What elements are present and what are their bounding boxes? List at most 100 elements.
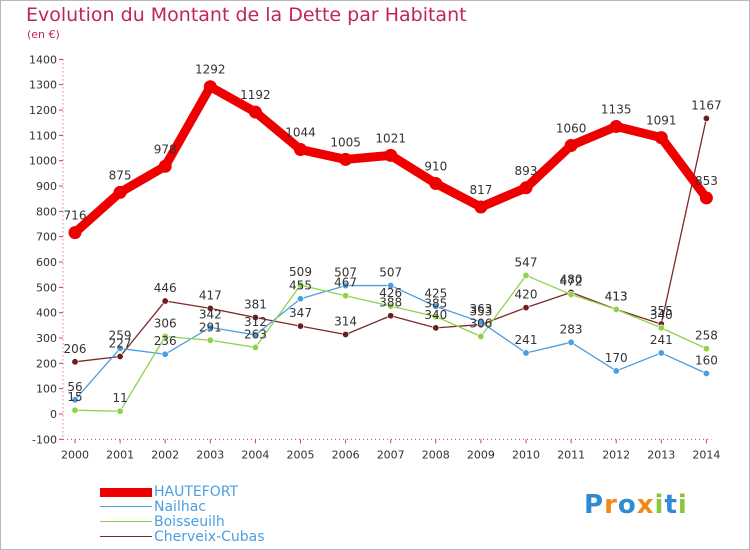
data-point-hautefort — [564, 139, 578, 153]
data-point-boisseuilh — [342, 292, 350, 300]
series-layer — [68, 80, 713, 415]
legend-item-hautefort: HAUTEFORT — [100, 484, 300, 500]
data-label: 817 — [469, 183, 492, 197]
data-label: 893 — [515, 164, 538, 178]
data-point-hautefort — [519, 181, 533, 195]
data-label: 206 — [64, 342, 87, 356]
data-point-cherveix-cubas — [342, 330, 350, 338]
data-point-cherveix-cubas — [116, 353, 124, 361]
data-label: 258 — [695, 329, 718, 343]
data-label: 910 — [424, 159, 447, 173]
logo-letter: o — [617, 490, 637, 520]
data-label: 381 — [244, 297, 267, 311]
data-point-hautefort — [68, 226, 82, 240]
data-point-hautefort — [384, 148, 398, 162]
unit-label: (en €) — [27, 28, 60, 41]
y-tick-label: 200 — [36, 357, 57, 370]
data-label: 241 — [515, 333, 538, 347]
data-label: 446 — [154, 281, 177, 295]
y-tick-label: 800 — [36, 205, 57, 218]
data-point-hautefort — [699, 191, 713, 205]
data-label: 472 — [560, 274, 583, 288]
data-point-boisseuilh — [206, 336, 214, 344]
data-point-nailhac — [477, 318, 485, 326]
data-label: 340 — [650, 308, 673, 322]
data-point-nailhac — [657, 349, 665, 357]
data-label: 507 — [379, 266, 402, 280]
data-point-boisseuilh — [522, 271, 530, 279]
data-label: 413 — [605, 289, 628, 303]
data-label: 283 — [560, 322, 583, 336]
x-tick-label: 2000 — [61, 448, 89, 461]
data-label: 1091 — [646, 114, 677, 128]
data-point-hautefort — [294, 143, 307, 157]
data-label: 509 — [289, 265, 312, 279]
data-label: 875 — [109, 168, 132, 182]
legend-swatch-cherveix-cubas — [100, 536, 152, 537]
data-label: 241 — [650, 333, 673, 347]
logo-letter: i — [677, 490, 688, 520]
x-tick-label: 2005 — [287, 448, 315, 461]
data-label: 426 — [379, 286, 402, 300]
y-tick-label: -100 — [32, 433, 57, 446]
legend-label-hautefort: HAUTEFORT — [154, 484, 239, 500]
data-point-boisseuilh — [387, 302, 395, 310]
y-tick-label: 0 — [50, 408, 57, 421]
data-label: 306 — [154, 316, 177, 330]
data-point-boisseuilh — [296, 281, 304, 289]
data-point-nailhac — [612, 367, 620, 375]
data-label: 480 — [560, 272, 583, 286]
y-tick-label: 1200 — [29, 104, 57, 117]
data-point-boisseuilh — [251, 343, 259, 351]
y-tick-label: 900 — [36, 180, 57, 193]
data-point-hautefort — [203, 80, 217, 94]
data-label: 355 — [650, 304, 673, 318]
y-tick-label: 400 — [36, 307, 57, 320]
legend-label-nailhac: Nailhac — [154, 499, 206, 515]
data-point-hautefort — [339, 152, 353, 166]
data-label: 347 — [289, 306, 312, 320]
x-tick-label: 2002 — [151, 448, 179, 461]
data-label: 425 — [424, 286, 447, 300]
data-label: 388 — [379, 296, 402, 310]
chart-title: Evolution du Montant de la Dette par Hab… — [26, 4, 467, 26]
legend-swatch-boisseuilh — [100, 521, 152, 522]
x-tick-label: 2010 — [512, 448, 540, 461]
data-label: 1060 — [556, 122, 587, 136]
data-label: 227 — [109, 337, 132, 351]
data-point-hautefort — [474, 200, 488, 214]
legend-swatch-nailhac — [100, 506, 152, 507]
proxiti-logo: Proxiti — [584, 490, 688, 520]
data-point-nailhac — [702, 369, 710, 377]
data-point-cherveix-cubas — [702, 114, 710, 122]
data-label: 363 — [469, 302, 492, 316]
data-label: 306 — [469, 316, 492, 330]
data-label: 417 — [199, 288, 222, 302]
x-tick-label: 2003 — [196, 448, 224, 461]
legend-label-boisseuilh: Boisseuilh — [154, 514, 225, 530]
x-tick-label: 2007 — [377, 448, 405, 461]
data-label: 170 — [605, 351, 628, 365]
y-tick-label: 100 — [36, 383, 57, 396]
x-tick-label: 2012 — [602, 448, 630, 461]
data-label: 1135 — [601, 103, 632, 117]
data-label: 467 — [334, 276, 357, 290]
data-label: 853 — [695, 174, 718, 188]
legend-swatch-hautefort — [100, 488, 152, 497]
x-tick-label: 2006 — [332, 448, 360, 461]
y-tick-label: 1000 — [29, 155, 57, 168]
data-point-boisseuilh — [612, 305, 620, 313]
data-label: 263 — [244, 327, 267, 341]
data-label: 1021 — [375, 131, 406, 145]
legend-label-cherveix-cubas: Cherveix-Cubas — [154, 529, 265, 545]
data-point-cherveix-cubas — [432, 324, 440, 332]
data-labels: 716 875 978 1292 1192 1044 1005 1021 910 817 893 10… — [64, 63, 722, 405]
data-point-boisseuilh — [657, 324, 665, 332]
data-label: 507 — [334, 266, 357, 280]
data-label: 1044 — [285, 126, 316, 140]
data-label: 1192 — [240, 88, 271, 102]
data-point-boisseuilh — [477, 332, 485, 340]
data-point-boisseuilh — [116, 407, 124, 415]
